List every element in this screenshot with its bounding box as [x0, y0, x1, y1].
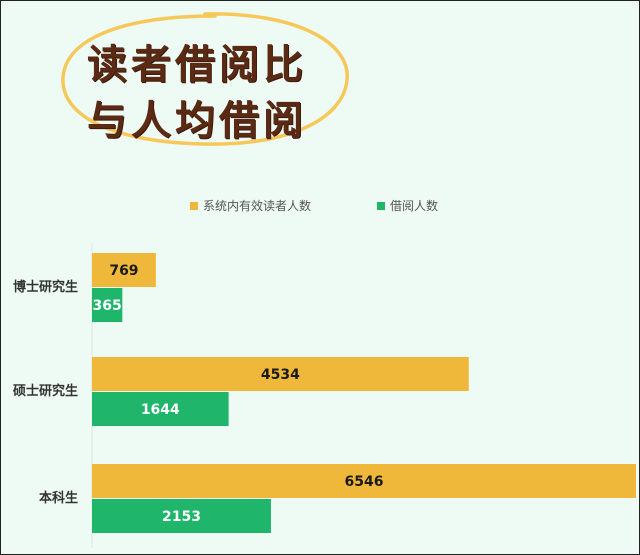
title-line-2: 与人均借阅: [87, 98, 307, 144]
data-label-0-0: 769: [109, 263, 138, 279]
legend-swatch-0: [190, 202, 198, 210]
title-block: 读者借阅比 与人均借阅: [55, 8, 355, 150]
bar-0-1: [92, 288, 123, 322]
category-label-1: 硕士研究生: [13, 383, 78, 399]
legend-label-0: 系统内有效读者人数: [203, 198, 311, 213]
data-label-2-1: 2153: [162, 509, 201, 525]
bar-1-0: [92, 357, 469, 391]
data-label-1-1: 1644: [141, 402, 180, 418]
data-label-2-0: 6546: [345, 474, 384, 490]
data-label-1-0: 4534: [261, 367, 300, 383]
bars-group: 769 365 4534 1644 6546 2153: [92, 253, 636, 533]
category-label-0: 博士研究生: [13, 279, 78, 295]
bar-1-1: [92, 392, 229, 426]
bar-0-0: [92, 253, 156, 287]
legend-swatch-1: [377, 202, 385, 210]
data-label-0-1: 365: [93, 298, 122, 314]
legend-label-1: 借阅人数: [390, 198, 438, 213]
title-line-1: 读者借阅比: [87, 42, 307, 88]
legend: 系统内有效读者人数 借阅人数: [190, 198, 438, 213]
bar-2-1: [92, 499, 271, 533]
bar-2-0: [92, 464, 636, 498]
category-label-2: 本科生: [39, 490, 78, 506]
title-ellipse: [61, 12, 349, 146]
